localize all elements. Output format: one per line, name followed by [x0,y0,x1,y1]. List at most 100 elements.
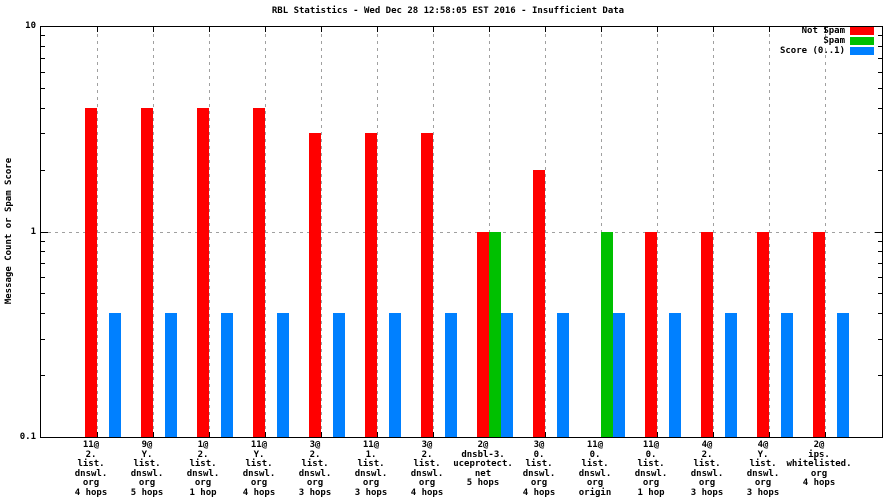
y-axis-tick [41,108,45,109]
bar [445,313,457,437]
grid-line-vertical [713,27,714,437]
y-axis-tick [878,263,882,264]
grid-line-vertical [657,27,658,437]
bar [837,313,849,437]
y-axis-tick [875,232,882,233]
y-axis-tick [878,72,882,73]
y-axis-tick [41,339,45,340]
y-axis-tick-label: 0.1 [19,432,36,442]
x-axis-label: 1@ 2. list. dnswl. org 1 hop [186,440,220,498]
bar [557,313,569,437]
x-axis-label: 11@ Y. list. dnswl. org 4 hops [242,440,276,498]
y-axis-tick-label: 10 [25,21,36,31]
x-axis-tick [545,432,546,437]
legend-swatch [850,37,874,45]
x-axis-tick [713,432,714,437]
y-axis-tick [41,46,45,47]
legend-label: Not Spam [801,26,845,36]
grid-line-vertical [433,27,434,437]
x-axis-label: 11@ 0. list. dnswl. org 1 hop [634,440,668,498]
y-axis-tick [878,313,882,314]
x-axis-tick [265,27,266,32]
bar [253,108,265,437]
y-axis-tick [41,58,45,59]
y-axis-tick-label: 1 [30,227,36,237]
x-axis-label: 4@ 2. list. dnswl. org 3 hops [690,440,724,498]
y-axis-tick [41,88,45,89]
x-axis-tick [153,27,154,32]
bar [701,232,713,437]
grid-line-vertical [825,27,826,437]
bar [389,313,401,437]
y-axis-tick [878,108,882,109]
legend: Not Spam Spam Score (0..1) [780,26,874,56]
bar [309,133,321,437]
y-axis-tick [41,293,45,294]
bar [477,232,489,437]
legend-swatch [850,27,874,35]
grid-line-vertical [209,27,210,437]
legend-row: Spam [780,36,874,46]
x-axis-tick [433,27,434,32]
grid-line-vertical [545,27,546,437]
y-axis-tick [41,26,48,27]
y-axis-tick [878,241,882,242]
x-axis-label: 3@ 2. list. dnswl. org 3 hops [298,440,332,498]
bar [501,313,513,437]
x-axis-tick [825,432,826,437]
bar [109,313,121,437]
y-axis-tick [41,35,45,36]
y-axis-tick [878,277,882,278]
bar [781,313,793,437]
bar [645,232,657,437]
bar [725,313,737,437]
x-axis-label: 3@ 0. list. dnswl. org 4 hops [522,440,556,498]
bar [421,133,433,437]
x-axis-label: 4@ Y. list. dnswl. org 3 hops [746,440,780,498]
y-axis-tick [41,241,45,242]
x-axis-label: 2@ dnsbl-3. uceprotect. net 5 hops [453,440,513,488]
grid-line-vertical [153,27,154,437]
y-axis-tick [41,375,45,376]
bar [613,313,625,437]
y-axis-tick [878,46,882,47]
y-axis-tick [41,437,48,438]
x-axis-label: 11@ 0. list. dnswl. org origin [578,440,612,498]
y-axis-tick [41,232,48,233]
x-axis-tick [769,27,770,32]
bar [85,108,97,437]
x-axis-tick [377,27,378,32]
grid-line-horizontal [41,232,882,233]
x-axis-label: 2@ ips. whitelisted. org 4 hops [786,440,852,488]
bar [365,133,377,437]
y-axis-tick [878,375,882,376]
bar [669,313,681,437]
bar [165,313,177,437]
x-axis-tick [433,432,434,437]
y-axis-tick [878,339,882,340]
bar [533,170,545,437]
grid-line-vertical [97,27,98,437]
x-axis-tick [713,27,714,32]
bar [221,313,233,437]
x-axis-tick [321,27,322,32]
x-axis-tick [545,27,546,32]
y-axis-tick [875,437,882,438]
y-axis-tick [878,170,882,171]
legend-label: Spam [823,36,845,46]
grid-line-vertical [321,27,322,437]
legend-swatch [850,47,874,55]
bar [601,232,613,437]
grid-line-vertical [377,27,378,437]
y-axis-tick [878,293,882,294]
y-axis-tick [41,170,45,171]
y-axis-tick [41,72,45,73]
x-axis-label: 11@ 1. list. dnswl. org 3 hops [354,440,388,498]
x-axis-tick [97,27,98,32]
legend-label: Score (0..1) [779,46,845,56]
x-axis-tick [321,432,322,437]
bar [197,108,209,437]
x-axis-tick [825,27,826,32]
x-axis-tick [209,27,210,32]
grid-line-vertical [769,27,770,437]
